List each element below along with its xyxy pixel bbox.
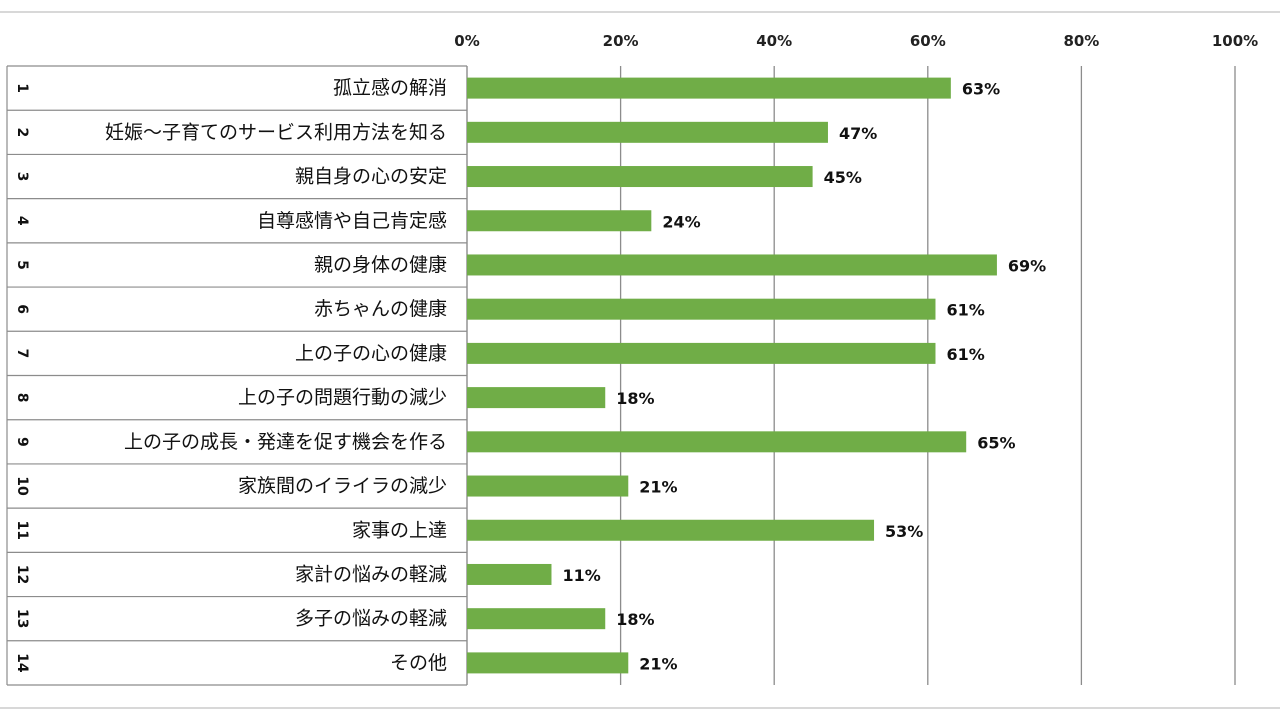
bar [467, 77, 951, 99]
data-label: 18% [616, 610, 654, 629]
data-label: 61% [946, 301, 984, 320]
category-label: 上の子の心の健康 [295, 342, 447, 364]
category-label: 自尊感情や自己肯定感 [257, 210, 447, 232]
bar [467, 298, 936, 320]
row-number: 7 [14, 349, 30, 359]
category-label: 孤立感の解消 [333, 77, 447, 99]
bar [467, 166, 813, 188]
data-label: 53% [885, 522, 923, 541]
data-label: 61% [946, 345, 984, 364]
data-label: 69% [1008, 256, 1046, 275]
row-number: 13 [14, 609, 30, 628]
category-label: 上の子の問題行動の減少 [238, 387, 447, 409]
data-label: 24% [662, 212, 700, 231]
data-label: 11% [562, 566, 600, 585]
row-number: 12 [14, 565, 30, 584]
row-number: 6 [14, 304, 30, 314]
bar [467, 431, 967, 453]
bars [467, 77, 997, 674]
data-label: 45% [824, 168, 862, 187]
category-label: 家計の悩みの軽減 [295, 563, 447, 585]
row-number: 4 [14, 216, 30, 226]
row-number: 1 [14, 83, 30, 93]
data-label: 21% [639, 478, 677, 497]
x-tick-label: 100% [1212, 32, 1258, 50]
category-label: 家事の上達 [352, 519, 447, 541]
x-tick-label: 0% [454, 32, 479, 50]
bar [467, 387, 606, 409]
data-labels: 63% 47% 45% 24% 69% 61% 61% 18% 65% 21% 53% 11% 18% 2… [562, 80, 1046, 674]
row-number: 8 [14, 393, 30, 403]
row-number: 11 [14, 521, 30, 540]
category-label: 多子の悩みの軽減 [295, 608, 447, 630]
gridlines [619, 66, 1236, 685]
data-label: 18% [616, 389, 654, 408]
category-label: 上の子の成長・発達を促す機会を作る [124, 431, 447, 453]
bar [467, 342, 936, 364]
bar [467, 652, 629, 674]
x-axis-tick-labels: 0% 20% 40% 60% 80% 100% [454, 32, 1258, 50]
category-label: 家族間のイライラの減少 [238, 475, 447, 497]
bar [467, 563, 552, 585]
row-number: 9 [14, 437, 30, 447]
data-label: 21% [639, 654, 677, 673]
x-tick-label: 80% [1063, 32, 1099, 50]
row-number: 3 [14, 172, 30, 182]
x-tick-label: 20% [603, 32, 639, 50]
category-table: 1 孤立感の解消 2 妊娠～子育てのサービス利用方法を知る 3 親自身の心の安定 4 自尊感情… [6, 65, 468, 686]
row-number: 2 [14, 127, 30, 137]
bar [467, 254, 997, 276]
row-number: 5 [14, 260, 30, 270]
category-label: 親の身体の健康 [314, 254, 447, 276]
bar [467, 608, 606, 630]
bar [467, 210, 652, 232]
row-number: 10 [14, 476, 30, 496]
bar [467, 475, 629, 497]
category-label: 親自身の心の安定 [295, 166, 447, 188]
category-label: 赤ちゃんの健康 [314, 298, 447, 320]
data-label: 63% [962, 80, 1000, 99]
category-label: 妊娠～子育てのサービス利用方法を知る [105, 121, 447, 143]
data-label: 47% [839, 124, 877, 143]
bar [467, 519, 875, 541]
data-label: 65% [977, 433, 1015, 452]
x-tick-label: 60% [910, 32, 946, 50]
x-tick-label: 40% [756, 32, 792, 50]
category-label: その他 [390, 652, 447, 674]
bar [467, 121, 828, 143]
row-number: 14 [14, 653, 30, 673]
